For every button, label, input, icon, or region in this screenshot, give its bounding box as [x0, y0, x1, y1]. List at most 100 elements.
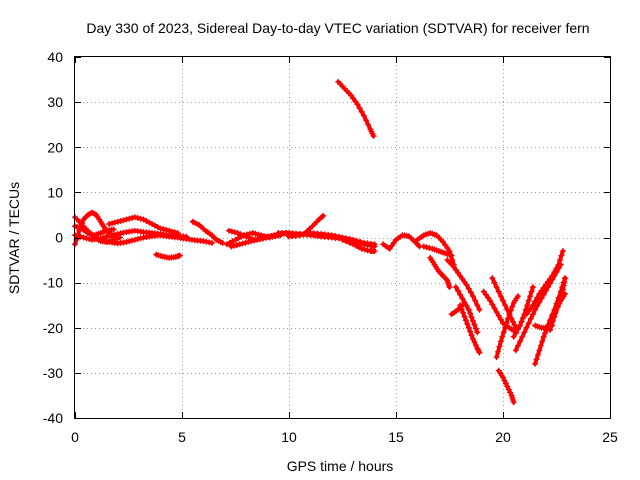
data-series-arc-f2: [452, 284, 481, 336]
data-point: [527, 305, 534, 312]
data-point: [457, 302, 464, 309]
data-point: [536, 347, 543, 354]
data-series-arc-a6: [72, 223, 117, 239]
data-series-arc-c3: [228, 232, 278, 250]
data-point: [547, 327, 554, 334]
data-point: [542, 281, 549, 288]
y-tick-label: 30: [47, 94, 63, 110]
data-point: [246, 230, 253, 237]
data-point: [120, 229, 127, 236]
data-point: [228, 228, 235, 235]
data-point: [423, 244, 430, 251]
data-point: [555, 261, 562, 268]
data-point: [450, 263, 457, 270]
data-point: [208, 239, 215, 246]
data-trace: [445, 258, 482, 312]
data-point: [442, 242, 449, 249]
data-point: [534, 302, 541, 309]
data-point: [527, 293, 534, 300]
data-point: [549, 272, 556, 279]
data-point: [166, 227, 173, 234]
data-point: [509, 318, 516, 325]
plot-frame: [74, 56, 611, 419]
data-point: [548, 322, 555, 329]
data-point: [463, 302, 470, 309]
data-point: [547, 275, 554, 282]
data-point: [553, 265, 560, 272]
data-point: [507, 389, 514, 396]
data-point: [508, 315, 515, 322]
data-point: [109, 232, 116, 239]
data-point: [455, 269, 462, 276]
data-series-arc-g8: [549, 290, 569, 324]
data-point: [524, 302, 531, 309]
data-point: [248, 238, 255, 245]
data-point: [253, 236, 260, 243]
data-point: [517, 338, 524, 345]
data-point: [461, 299, 468, 306]
data-point: [459, 275, 466, 282]
data-point: [226, 227, 233, 234]
data-point: [533, 356, 540, 363]
data-point: [354, 101, 361, 108]
data-point: [538, 287, 545, 294]
data-point: [206, 239, 213, 246]
data-point: [464, 320, 471, 327]
chart-title: Day 330 of 2023, Sidereal Day-to-day VTE…: [86, 20, 589, 36]
data-point: [514, 326, 521, 333]
data-point: [234, 229, 241, 236]
data-point: [502, 324, 509, 331]
data-point: [539, 338, 546, 345]
data-point: [472, 297, 479, 304]
data-point: [231, 242, 238, 249]
data-point: [504, 306, 511, 313]
data-point: [444, 245, 451, 252]
data-series-arc-b2: [189, 218, 226, 246]
data-point: [467, 328, 474, 335]
data-point: [460, 309, 467, 316]
data-point: [544, 278, 551, 285]
data-point: [556, 300, 563, 307]
data-point: [534, 351, 541, 358]
data-point: [519, 333, 526, 340]
data-point: [348, 92, 355, 99]
data-series-arc-a5: [97, 232, 215, 247]
data-point: [532, 298, 539, 305]
data-point: [557, 257, 564, 264]
data-point: [560, 282, 567, 289]
data-point: [527, 315, 534, 322]
data-point: [482, 291, 489, 298]
data-series-arc-a4: [106, 214, 181, 236]
data-series-arc-g4: [523, 248, 566, 318]
data-point: [470, 317, 477, 324]
data-point: [169, 228, 176, 235]
data-point: [534, 294, 541, 301]
data-point: [501, 377, 508, 384]
data-point: [532, 360, 539, 367]
data-trace: [550, 291, 568, 323]
data-point: [452, 284, 459, 291]
data-point: [426, 245, 433, 252]
data-point: [536, 299, 543, 306]
data-point: [495, 348, 502, 355]
data-point: [219, 239, 226, 246]
data-series-arc-e3: [420, 243, 455, 259]
data-point: [502, 380, 509, 387]
data-point: [504, 383, 511, 390]
data-point: [468, 332, 475, 339]
data-point: [440, 239, 447, 246]
x-tick-label: 25: [602, 429, 618, 445]
data-point: [506, 311, 513, 318]
data-point: [510, 333, 517, 340]
data-point: [255, 231, 262, 238]
y-tick-label: 40: [47, 49, 63, 65]
data-point: [126, 215, 133, 222]
data-point: [242, 239, 249, 246]
data-point: [497, 316, 504, 323]
data-point: [80, 234, 87, 241]
data-point: [457, 291, 464, 298]
data-point: [200, 238, 207, 245]
data-point: [511, 321, 518, 328]
data-point: [203, 238, 210, 245]
data-series-arc-e5: [444, 257, 483, 313]
